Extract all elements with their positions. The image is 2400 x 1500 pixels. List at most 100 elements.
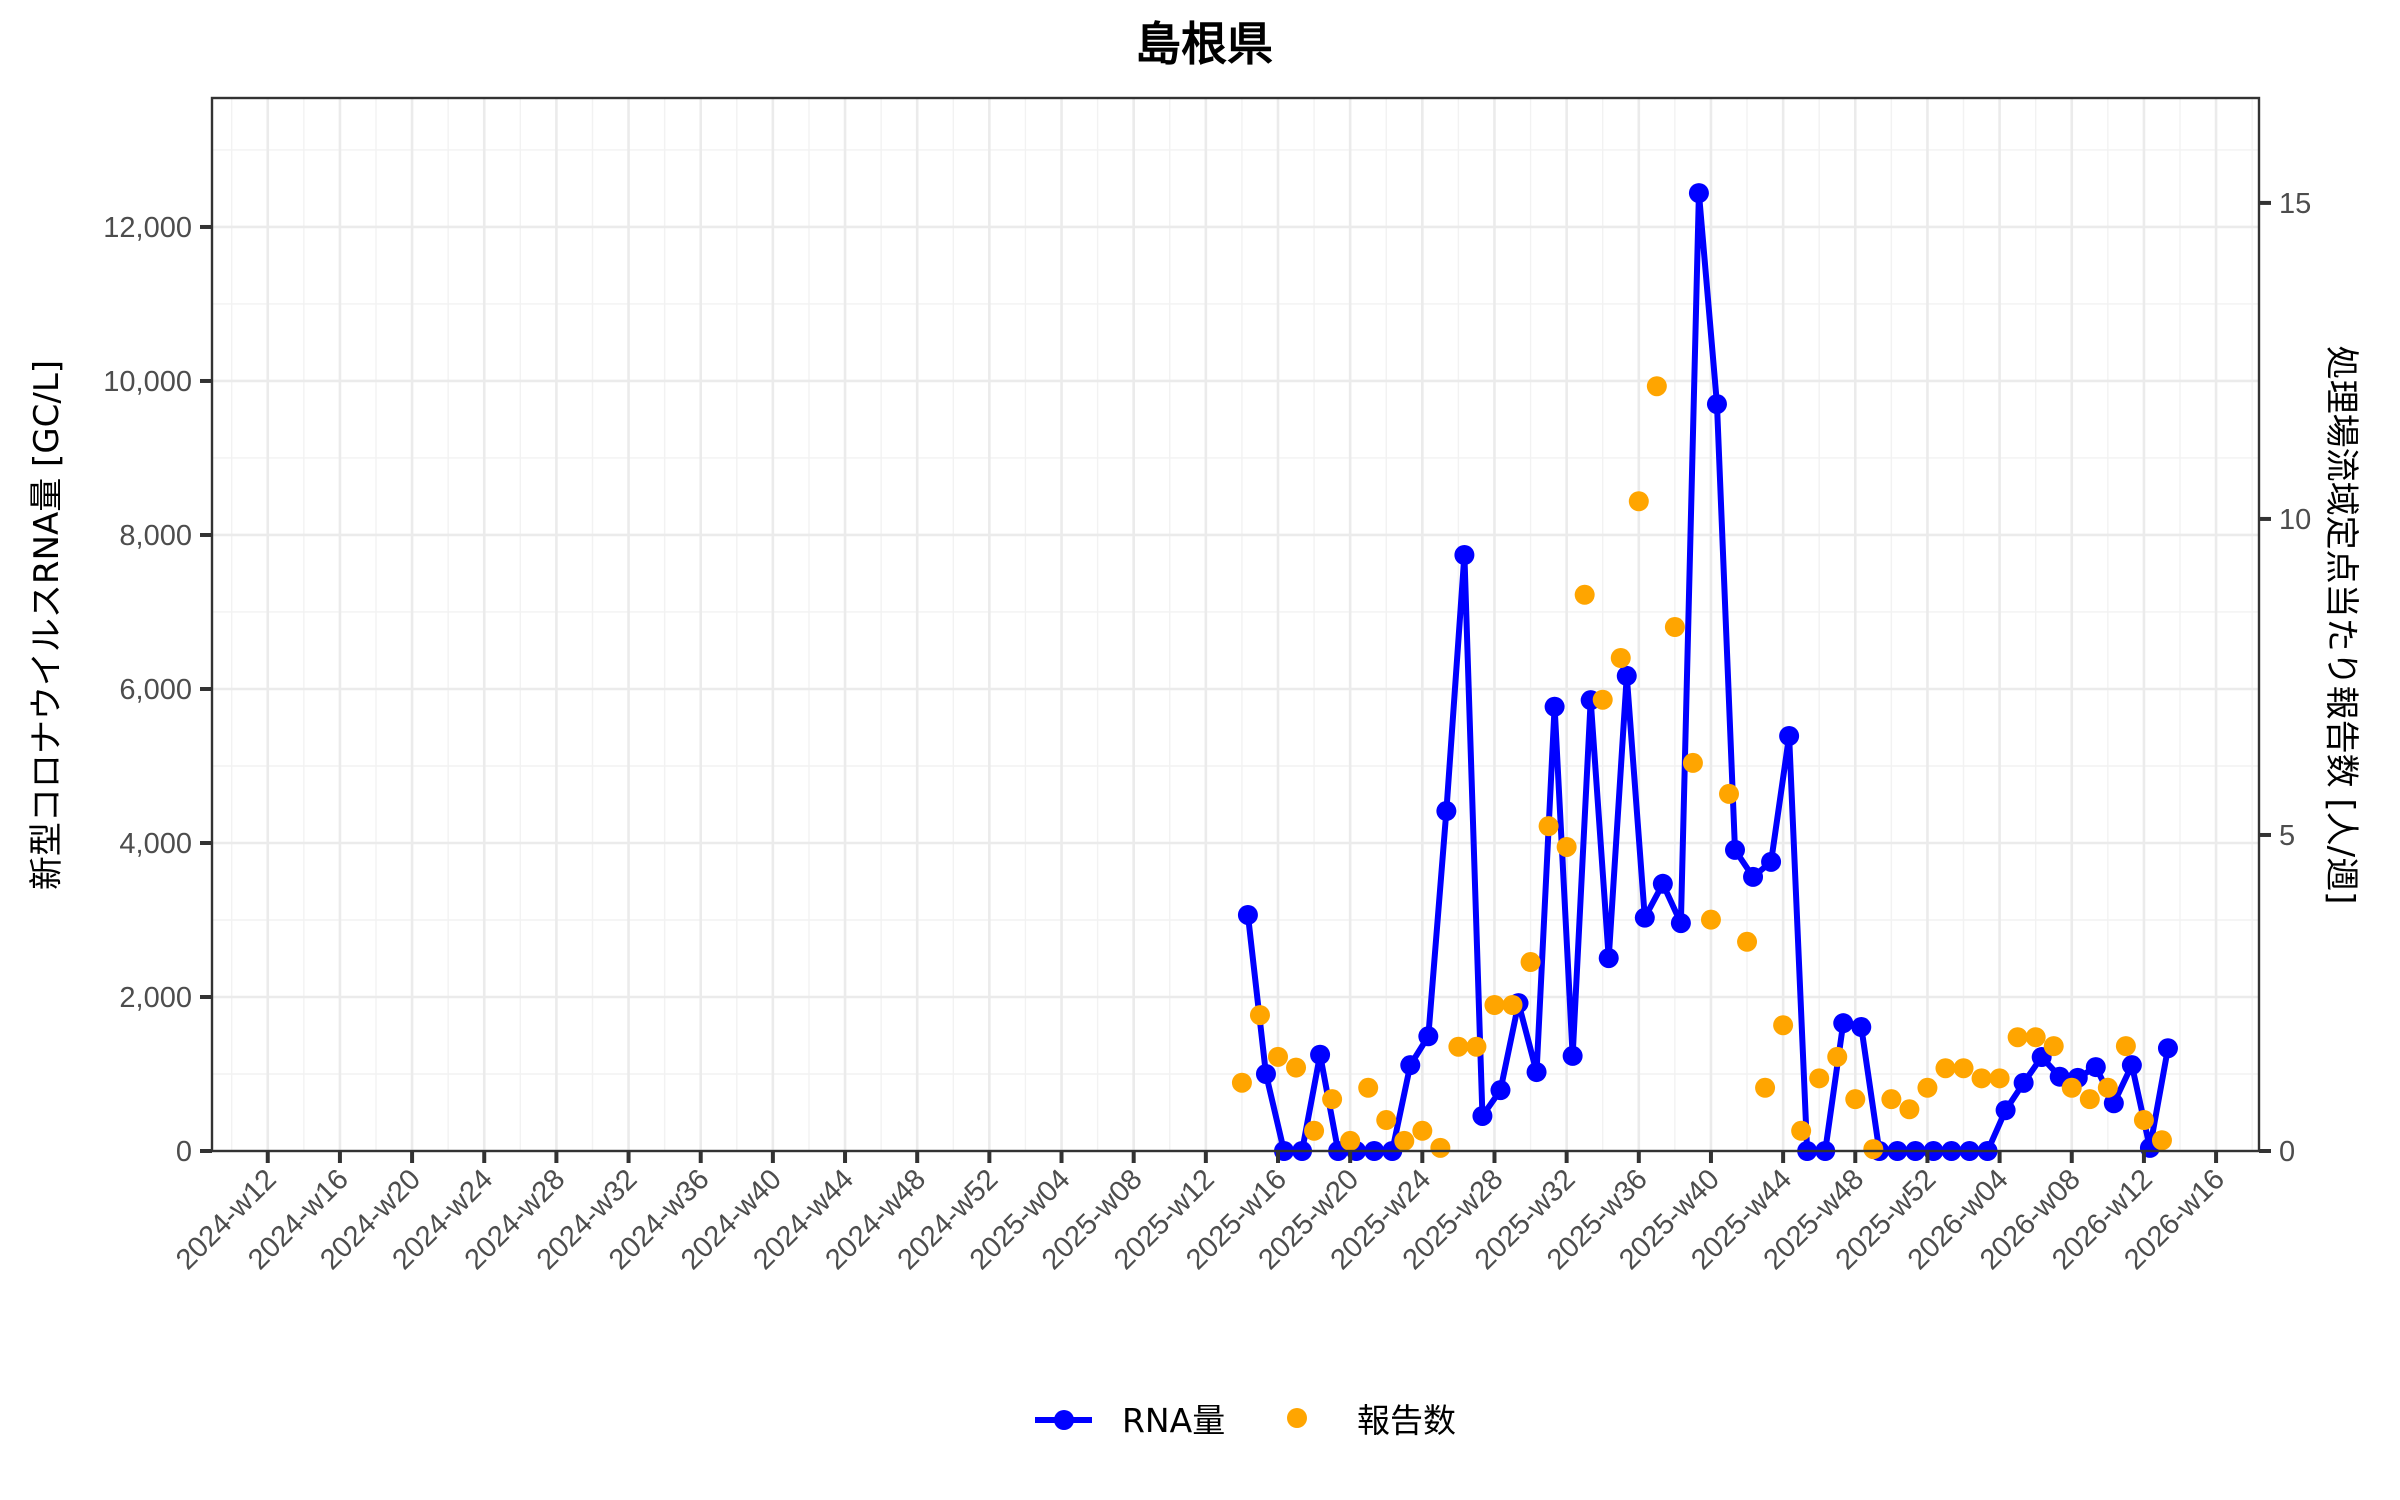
reports-point xyxy=(1412,1120,1433,1141)
rna-point xyxy=(1598,948,1619,969)
reports-point xyxy=(2007,1027,2028,1048)
rna-point xyxy=(2085,1057,2106,1078)
plot-panel xyxy=(210,96,2261,1153)
reports-point xyxy=(1448,1036,1469,1057)
reports-point xyxy=(2043,1036,2064,1057)
y-tick-label: 4,000 xyxy=(119,828,192,860)
rna-point xyxy=(2013,1072,2034,1093)
rna-point xyxy=(1526,1062,1547,1083)
reports-point xyxy=(1646,376,1667,397)
reports-point xyxy=(1249,1005,1270,1026)
reports-point xyxy=(1502,994,1523,1015)
y-tick-label: 6,000 xyxy=(119,674,192,706)
reports-point xyxy=(1574,584,1595,605)
rna-point xyxy=(1634,907,1655,928)
legend-label-rna: RNA量 xyxy=(1122,1401,1225,1440)
y-tick-label: 2,000 xyxy=(119,982,192,1014)
reports-point xyxy=(1286,1057,1307,1078)
reports-point xyxy=(1304,1120,1325,1141)
rna-point xyxy=(1490,1080,1511,1101)
y-tick-label: 0 xyxy=(176,1136,192,1168)
reports-point xyxy=(2079,1089,2100,1110)
chart-title: 島根県 xyxy=(1135,17,1273,71)
right-y-axis: 0 5 10 15 xyxy=(2259,188,2311,1168)
reports-point xyxy=(1610,647,1631,668)
right-axis-title: 処理場流域定点当たり報告数 [人/週] xyxy=(2321,346,2361,905)
reports-point xyxy=(1881,1089,1902,1110)
reports-point xyxy=(1755,1077,1776,1098)
reports-point xyxy=(1953,1058,1974,1079)
rna-point xyxy=(1237,904,1258,925)
x-axis: 2024-w122024-w162024-w202024-w242024-w28… xyxy=(170,1151,2231,1276)
rna-point xyxy=(1688,183,1709,204)
y-tick-label: 12,000 xyxy=(103,212,192,244)
rna-point xyxy=(1995,1100,2016,1121)
rna-point xyxy=(1472,1105,1493,1126)
reports-point xyxy=(2025,1027,2046,1048)
minor-gridlines xyxy=(212,98,2259,1151)
reports-point xyxy=(1737,931,1758,952)
reports-point xyxy=(1791,1120,1812,1141)
major-gridlines xyxy=(212,98,2259,1153)
rna-point xyxy=(1779,725,1800,746)
reports-point xyxy=(2061,1077,2082,1098)
reports-point xyxy=(1700,909,1721,930)
rna-series-line xyxy=(1237,183,2178,1161)
reports-point xyxy=(1863,1139,1884,1160)
rna-point xyxy=(1851,1017,1872,1038)
reports-point xyxy=(1466,1036,1487,1057)
rna-point xyxy=(2157,1038,2178,1059)
rna-point xyxy=(2121,1055,2142,1076)
reports-point xyxy=(1592,689,1613,710)
reports-point xyxy=(1628,491,1649,512)
rna-line xyxy=(1244,190,2171,1154)
reports-point xyxy=(1520,952,1541,973)
reports-point xyxy=(1376,1110,1397,1131)
legend-item-reports: 報告数 xyxy=(1287,1401,1456,1440)
rna-point xyxy=(1400,1055,1421,1076)
rna-point xyxy=(1652,873,1673,894)
rna-point xyxy=(1761,851,1782,872)
reports-point xyxy=(1971,1068,1992,1089)
rna-point xyxy=(1454,545,1475,566)
y2-tick-label: 10 xyxy=(2279,504,2311,536)
rna-point xyxy=(1670,913,1691,934)
reports-point xyxy=(1394,1130,1415,1151)
y2-tick-label: 5 xyxy=(2279,820,2295,852)
left-y-axis: 0 2,000 4,000 6,000 8,000 10,000 12,000 xyxy=(103,212,212,1168)
reports-point xyxy=(1809,1068,1830,1089)
y2-tick-label: 15 xyxy=(2279,188,2311,220)
reports-point xyxy=(1231,1072,1252,1093)
reports-point xyxy=(1827,1046,1848,1067)
legend-label-reports: 報告数 xyxy=(1357,1401,1456,1440)
reports-point xyxy=(1664,617,1685,638)
reports-point xyxy=(1484,994,1505,1015)
reports-point xyxy=(1845,1089,1866,1110)
reports-point xyxy=(1556,836,1577,857)
reports-point xyxy=(1322,1089,1343,1110)
rna-point xyxy=(1310,1044,1331,1065)
reports-point xyxy=(1538,816,1559,837)
reports-point xyxy=(2151,1130,2172,1151)
reports-point xyxy=(1682,752,1703,773)
rna-point xyxy=(1706,394,1727,415)
legend-rna-point-icon xyxy=(1054,1410,1074,1430)
legend-reports-point-icon xyxy=(1287,1408,1307,1428)
legend-item-rna: RNA量 xyxy=(1035,1401,1225,1440)
reports-point xyxy=(1899,1099,1920,1120)
reports-point xyxy=(1430,1137,1451,1158)
reports-point xyxy=(2133,1110,2154,1131)
rna-point xyxy=(1833,1013,1854,1034)
rna-point xyxy=(1743,866,1764,887)
reports-point xyxy=(1719,783,1739,804)
rna-point xyxy=(1418,1026,1439,1047)
rna-point xyxy=(1544,696,1565,717)
rna-point xyxy=(1436,801,1457,822)
reports-point xyxy=(1917,1077,1938,1098)
y2-tick-label: 0 xyxy=(2279,1136,2295,1168)
legend: RNA量 報告数 xyxy=(1035,1401,1456,1440)
rna-point xyxy=(1255,1063,1276,1084)
y-tick-label: 8,000 xyxy=(119,520,192,552)
rna-point xyxy=(1725,839,1745,860)
